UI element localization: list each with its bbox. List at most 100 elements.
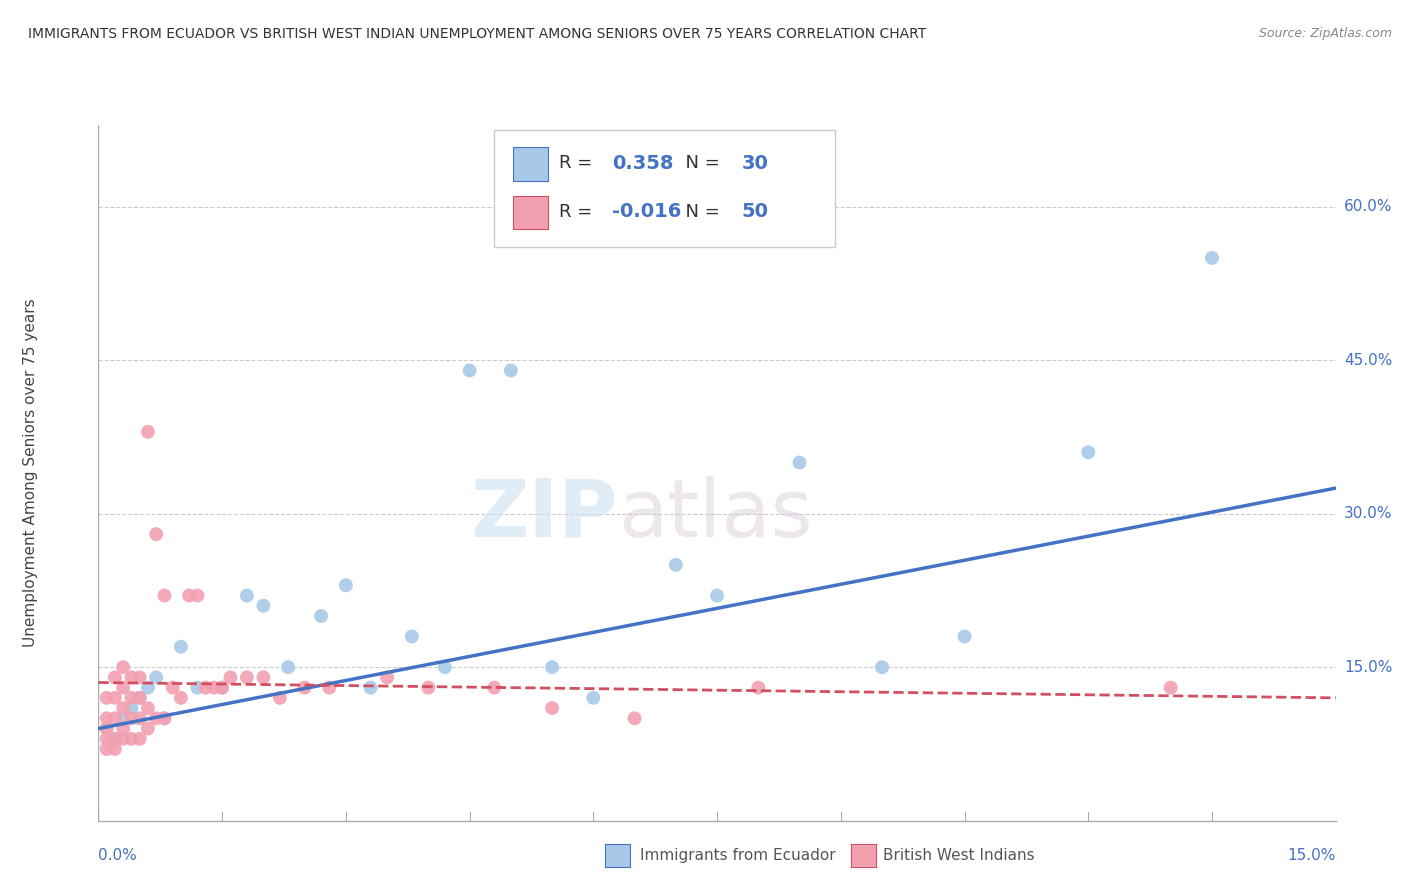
- Point: [458, 363, 481, 377]
- Point: [747, 681, 769, 695]
- Point: [120, 690, 142, 705]
- Point: [706, 589, 728, 603]
- Point: [136, 701, 159, 715]
- Point: [179, 589, 201, 603]
- Point: [112, 731, 135, 746]
- Point: [219, 670, 242, 684]
- Point: [318, 681, 340, 695]
- Text: 0.358: 0.358: [612, 153, 673, 173]
- Point: [96, 711, 118, 725]
- Point: [1201, 251, 1223, 265]
- Point: [128, 670, 150, 684]
- Point: [335, 578, 357, 592]
- Text: N =: N =: [673, 202, 725, 221]
- Point: [1077, 445, 1099, 459]
- Point: [104, 742, 127, 756]
- Point: [96, 731, 118, 746]
- Point: [499, 363, 522, 377]
- Point: [170, 640, 193, 654]
- Point: [128, 690, 150, 705]
- Point: [582, 690, 605, 705]
- Text: 30: 30: [742, 153, 769, 173]
- Point: [112, 722, 135, 736]
- Text: 60.0%: 60.0%: [1344, 199, 1392, 214]
- Point: [1160, 681, 1182, 695]
- Point: [104, 711, 127, 725]
- Point: [96, 722, 118, 736]
- Text: 15.0%: 15.0%: [1344, 660, 1392, 674]
- Point: [541, 660, 564, 674]
- Text: 0.0%: 0.0%: [98, 848, 138, 863]
- Point: [236, 670, 259, 684]
- Point: [277, 660, 299, 674]
- Point: [96, 722, 118, 736]
- Text: Immigrants from Ecuador: Immigrants from Ecuador: [640, 848, 835, 863]
- Point: [170, 690, 193, 705]
- Point: [360, 681, 382, 695]
- Point: [870, 660, 893, 674]
- Point: [269, 690, 291, 705]
- Point: [153, 711, 176, 725]
- Text: 15.0%: 15.0%: [1288, 848, 1336, 863]
- Point: [145, 670, 167, 684]
- Text: IMMIGRANTS FROM ECUADOR VS BRITISH WEST INDIAN UNEMPLOYMENT AMONG SENIORS OVER 7: IMMIGRANTS FROM ECUADOR VS BRITISH WEST …: [28, 27, 927, 41]
- Point: [153, 711, 176, 725]
- Point: [789, 456, 811, 470]
- Point: [136, 425, 159, 439]
- Point: [128, 731, 150, 746]
- Point: [104, 670, 127, 684]
- Point: [309, 609, 332, 624]
- Point: [112, 701, 135, 715]
- Point: [252, 670, 274, 684]
- Point: [128, 711, 150, 725]
- Point: [186, 589, 208, 603]
- Point: [236, 589, 259, 603]
- Point: [120, 711, 142, 725]
- Point: [104, 731, 127, 746]
- Text: R =: R =: [558, 154, 598, 172]
- Text: 50: 50: [742, 202, 769, 221]
- Text: N =: N =: [673, 154, 725, 172]
- Text: Source: ZipAtlas.com: Source: ZipAtlas.com: [1258, 27, 1392, 40]
- Point: [104, 731, 127, 746]
- Point: [145, 711, 167, 725]
- Point: [665, 558, 688, 572]
- Point: [294, 681, 316, 695]
- Point: [112, 711, 135, 725]
- Text: British West Indians: British West Indians: [883, 848, 1035, 863]
- Text: ZIP: ZIP: [471, 475, 619, 554]
- Point: [418, 681, 440, 695]
- Point: [145, 527, 167, 541]
- Point: [194, 681, 217, 695]
- Text: 45.0%: 45.0%: [1344, 352, 1392, 368]
- Point: [96, 742, 118, 756]
- Point: [120, 701, 142, 715]
- FancyBboxPatch shape: [513, 147, 547, 180]
- Point: [401, 630, 423, 644]
- Point: [953, 630, 976, 644]
- Point: [252, 599, 274, 613]
- Point: [433, 660, 456, 674]
- FancyBboxPatch shape: [513, 196, 547, 229]
- Text: 30.0%: 30.0%: [1344, 506, 1392, 521]
- Point: [186, 681, 208, 695]
- Point: [112, 660, 135, 674]
- Point: [153, 589, 176, 603]
- FancyBboxPatch shape: [495, 129, 835, 247]
- Text: R =: R =: [558, 202, 598, 221]
- Point: [484, 681, 506, 695]
- Point: [104, 690, 127, 705]
- Point: [112, 681, 135, 695]
- Text: atlas: atlas: [619, 475, 813, 554]
- Text: -0.016: -0.016: [612, 202, 682, 221]
- Point: [120, 731, 142, 746]
- Point: [136, 722, 159, 736]
- Point: [128, 690, 150, 705]
- Point: [136, 681, 159, 695]
- Point: [375, 670, 398, 684]
- Point: [120, 670, 142, 684]
- Point: [96, 690, 118, 705]
- Point: [623, 711, 645, 725]
- Point: [211, 681, 233, 695]
- Text: Unemployment Among Seniors over 75 years: Unemployment Among Seniors over 75 years: [22, 299, 38, 647]
